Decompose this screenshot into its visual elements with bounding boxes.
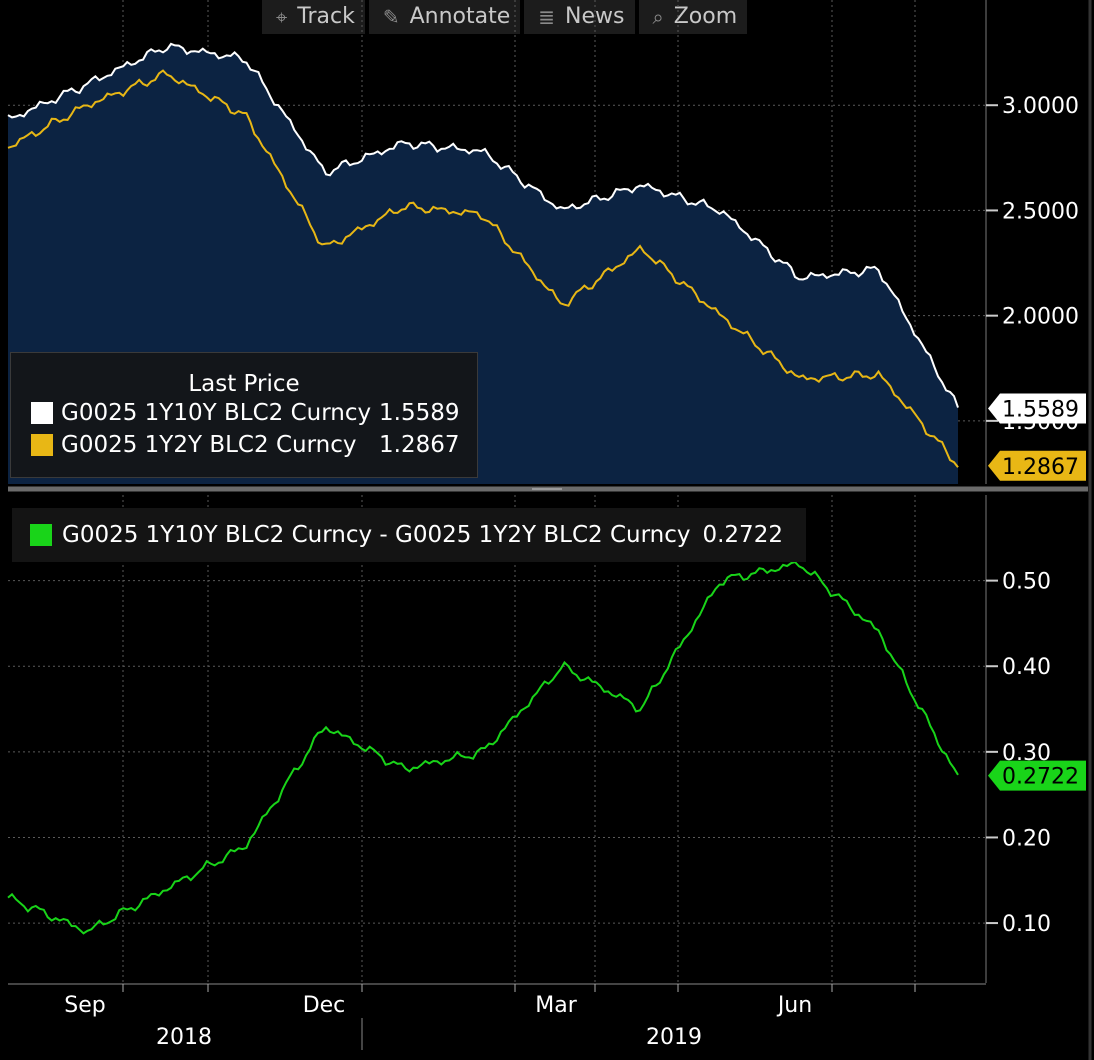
- x-tick-label: Jun: [776, 993, 812, 1018]
- legend-spread-value: 0.2722: [702, 522, 783, 548]
- last-value-label: 1.5589: [1002, 397, 1079, 422]
- last-value-label: 0.2722: [1002, 765, 1079, 790]
- x-tick-label: Dec: [303, 993, 346, 1018]
- legend-row-1y2y: G0025 1Y2Y BLC2 Curncy 1.2867: [31, 429, 477, 461]
- series-line: [7, 560, 959, 935]
- legend-series-name: G0025 1Y10Y BLC2 Curncy: [61, 400, 372, 426]
- chart-toolbar: ⌖ Track ✎ Annotate ≣ News ⌕ Zoom: [262, 0, 748, 34]
- legend-swatch-green: [30, 524, 52, 546]
- legend-row-1y10y: G0025 1Y10Y BLC2 Curncy 1.5589: [31, 397, 477, 429]
- x-axis: Sep Dec Mar Jun 2018 2019: [8, 0, 1092, 1060]
- y-tick-label: 0.40: [1002, 655, 1051, 680]
- last-value-tag: [988, 760, 1086, 791]
- track-button[interactable]: ⌖ Track: [262, 0, 365, 34]
- y-tick-label: 3.0000: [1002, 94, 1079, 119]
- legend-series-value: 1.2867: [379, 432, 460, 458]
- legend-spread-name: G0025 1Y10Y BLC2 Curncy - G0025 1Y2Y BLC…: [62, 522, 691, 548]
- y-tick-label: 0.20: [1002, 826, 1051, 851]
- last-value-tag: [988, 450, 1086, 481]
- x-tick-label: Sep: [64, 993, 105, 1018]
- pencil-icon: ✎: [382, 5, 400, 29]
- series-line: [7, 69, 959, 468]
- legend-series-value: 1.5589: [379, 400, 460, 426]
- track-label: Track: [297, 4, 355, 29]
- y-tick-label: 0.10: [1002, 912, 1051, 937]
- y-tick-label: 0.50: [1002, 570, 1051, 595]
- y-tick-label: 2.5000: [1002, 199, 1079, 224]
- news-icon: ≣: [538, 5, 556, 29]
- magnifier-icon: ⌕: [652, 5, 664, 29]
- last-value-label: 1.2867: [1002, 455, 1079, 480]
- series-line: [7, 42, 959, 408]
- crosshair-icon: ⌖: [276, 5, 288, 29]
- legend-spread: G0025 1Y10Y BLC2 Curncy - G0025 1Y2Y BLC…: [12, 508, 806, 562]
- legend-swatch-white: [31, 402, 53, 424]
- legend-swatch-gold: [31, 434, 53, 456]
- y-tick-label: 2.0000: [1002, 305, 1079, 330]
- annotate-button[interactable]: ✎ Annotate: [368, 0, 521, 34]
- last-value-tag: [988, 393, 1086, 424]
- x-year-label: 2018: [156, 1025, 212, 1050]
- annotate-label: Annotate: [409, 4, 511, 29]
- legend-header: Last Price: [188, 371, 300, 397]
- x-year-label: 2019: [646, 1025, 702, 1050]
- zoom-button[interactable]: ⌕ Zoom: [638, 0, 748, 34]
- zoom-label: Zoom: [673, 4, 738, 29]
- x-tick-label: Mar: [535, 993, 577, 1018]
- legend-last-price: Last Price G0025 1Y10Y BLC2 Curncy 1.558…: [10, 352, 478, 478]
- bottom-panel: 0.500.400.300.200.100.2722: [7, 495, 1086, 983]
- legend-series-name: G0025 1Y2Y BLC2 Curncy: [61, 432, 357, 458]
